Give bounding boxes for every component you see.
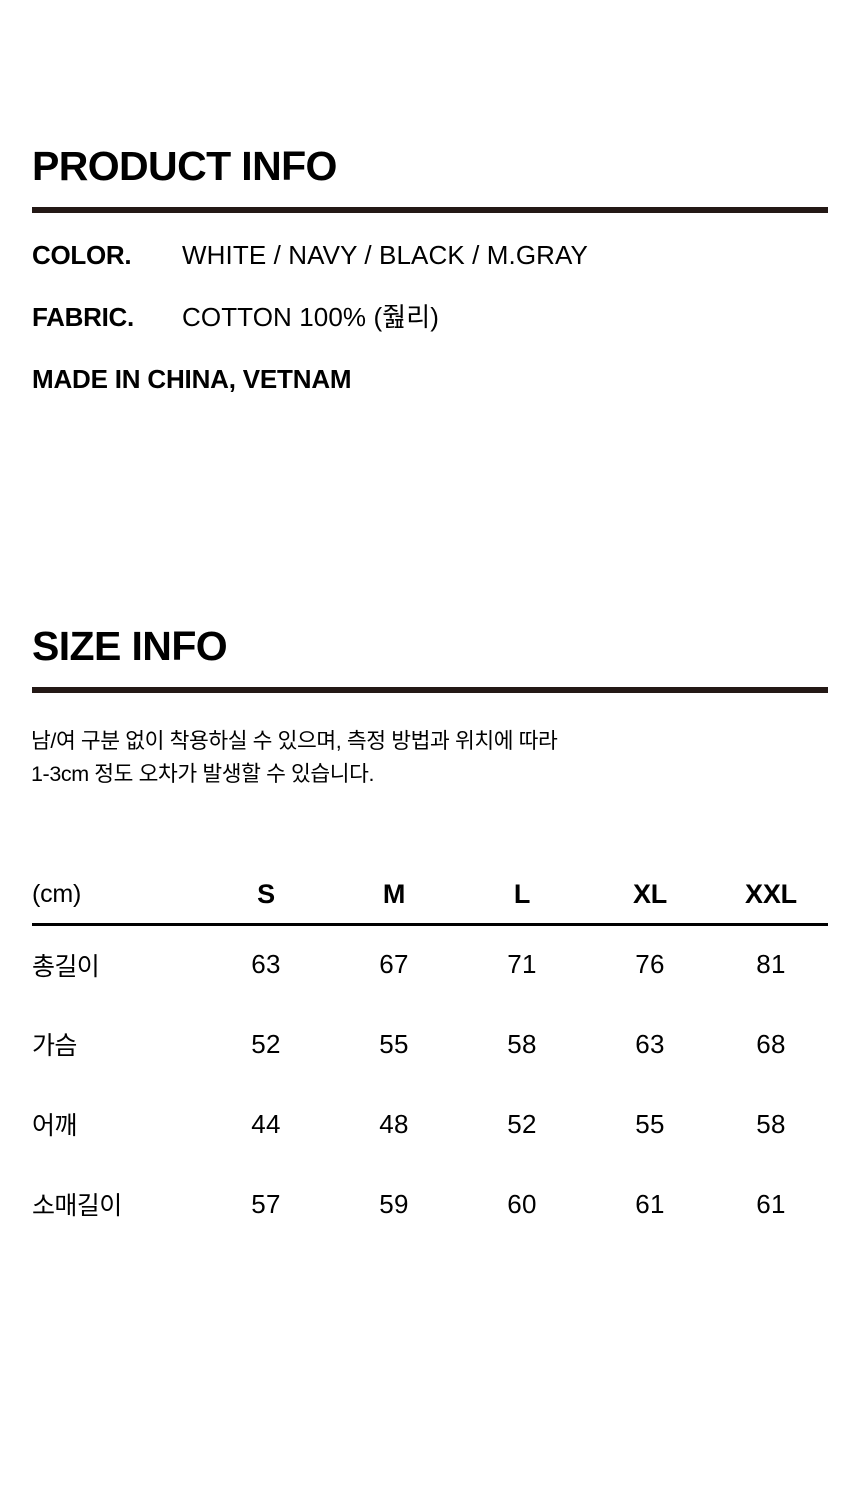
size-cell-chest-m: 55 [379,1028,409,1059]
size-info-divider [32,687,828,693]
product-info-divider [32,207,828,213]
size-note-line-2: 1-3cm 정도 오차가 발생할 수 있습니다. [31,762,375,786]
size-cell-sleeve-length-m: 59 [379,1188,409,1219]
size-row-label-shoulder: 어깨 [32,1112,77,1140]
product-info-heading: PRODUCT INFO [32,143,337,189]
table-row: 총길이 63 67 71 76 81 [32,924,828,1004]
size-cell-chest-xxl: 68 [756,1028,786,1059]
size-info-heading: SIZE INFO [32,623,228,669]
spec-row-color: COLOR. WHITE / NAVY / BLACK / M.GRAY [32,242,832,268]
size-cell-shoulder-xxl: 58 [756,1108,786,1139]
spec-label-color: COLOR. [32,240,132,270]
size-cell-total-length-xxl: 81 [756,949,786,980]
size-cell-sleeve-length-xl: 61 [635,1188,665,1219]
size-cell-chest-xl: 63 [635,1028,665,1059]
size-cell-total-length-l: 71 [507,949,537,980]
spec-label-fabric: FABRIC. [32,302,134,332]
size-cell-shoulder-l: 52 [507,1108,537,1139]
size-measurement-note: 남/여 구분 없이 착용하실 수 있으며, 측정 방법과 위치에 따라 1-3c… [31,725,791,791]
table-row: 소매길이 57 59 60 61 61 [32,1164,828,1244]
table-row: 가슴 52 55 58 63 68 [32,1004,828,1084]
size-cell-total-length-s: 63 [251,949,281,980]
size-table-header-xxl: XXL [714,876,828,926]
size-cell-shoulder-s: 44 [251,1108,281,1139]
size-table-header-row: (cm) S M L XL XXL [32,876,828,926]
size-table-header-l: L [458,876,586,926]
size-cell-sleeve-length-s: 57 [251,1188,281,1219]
size-row-label-sleeve-length: 소매길이 [32,1192,122,1220]
size-row-label-chest: 가슴 [32,1032,77,1060]
size-cell-shoulder-xl: 55 [635,1108,665,1139]
spec-value-color: WHITE / NAVY / BLACK / M.GRAY [182,240,588,270]
size-table-header-m: M [330,876,458,926]
size-note-line-1: 남/여 구분 없이 착용하실 수 있으며, 측정 방법과 위치에 따라 [31,729,558,753]
spec-value-fabric: COTTON 100% (줦리) [182,302,439,332]
size-cell-shoulder-m: 48 [379,1108,409,1139]
size-cell-chest-l: 58 [507,1028,537,1059]
size-cell-total-length-m: 67 [379,949,409,980]
table-row: 어깨 44 48 52 55 58 [32,1084,828,1164]
size-cell-chest-s: 52 [251,1028,281,1059]
size-table-header-s: S [202,876,330,926]
size-cell-total-length-xl: 76 [635,949,665,980]
size-chart-table: (cm) S M L XL XXL 총길이 63 67 71 76 81 가슴 … [32,876,828,1244]
spec-row-fabric: FABRIC. COTTON 100% (줦리) [32,304,832,330]
size-table-header-xl: XL [586,876,714,926]
size-cell-sleeve-length-xxl: 61 [756,1188,786,1219]
size-row-label-total-length: 총길이 [32,952,100,981]
size-table-unit-header: (cm) [32,876,202,926]
spec-made-in: MADE IN CHINA, VETNAM [32,364,352,394]
size-cell-sleeve-length-l: 60 [507,1188,537,1219]
